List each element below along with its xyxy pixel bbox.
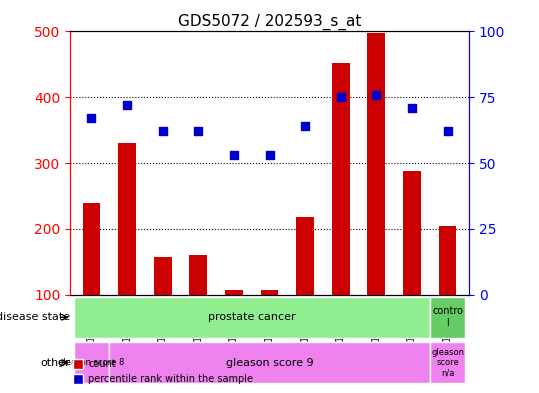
Point [336,94,345,100]
Title: GDS5072 / 202593_s_at: GDS5072 / 202593_s_at [178,14,361,30]
Text: other: other [40,358,70,367]
Bar [225,290,243,360]
FancyBboxPatch shape [74,342,109,383]
Text: contro
l: contro l [432,307,463,328]
Bar [189,255,207,360]
FancyBboxPatch shape [109,342,430,383]
FancyBboxPatch shape [430,297,465,338]
Bar [439,226,457,360]
Point [443,129,452,135]
Point [372,92,381,98]
Point [158,129,167,135]
Point [87,115,96,121]
Point [123,102,132,108]
Text: gleason
score
n/a: gleason score n/a [431,348,464,377]
Point [230,152,238,158]
FancyBboxPatch shape [74,297,430,338]
Bar [260,290,279,360]
Text: prostate cancer: prostate cancer [208,312,295,322]
FancyBboxPatch shape [430,342,465,383]
Bar [332,63,350,360]
Point [407,105,416,111]
Bar [296,217,314,360]
Bar [154,257,171,360]
Point [194,129,203,135]
Bar [368,33,385,360]
Bar [118,143,136,360]
Point [265,152,274,158]
Legend: count, percentile rank within the sample: count, percentile rank within the sample [70,356,257,388]
Text: gleason score 9: gleason score 9 [226,358,313,367]
Bar [82,202,100,360]
Text: disease state: disease state [0,312,70,322]
Text: gleason score 8: gleason score 8 [58,358,125,367]
Point [301,123,309,129]
Bar [403,171,421,360]
